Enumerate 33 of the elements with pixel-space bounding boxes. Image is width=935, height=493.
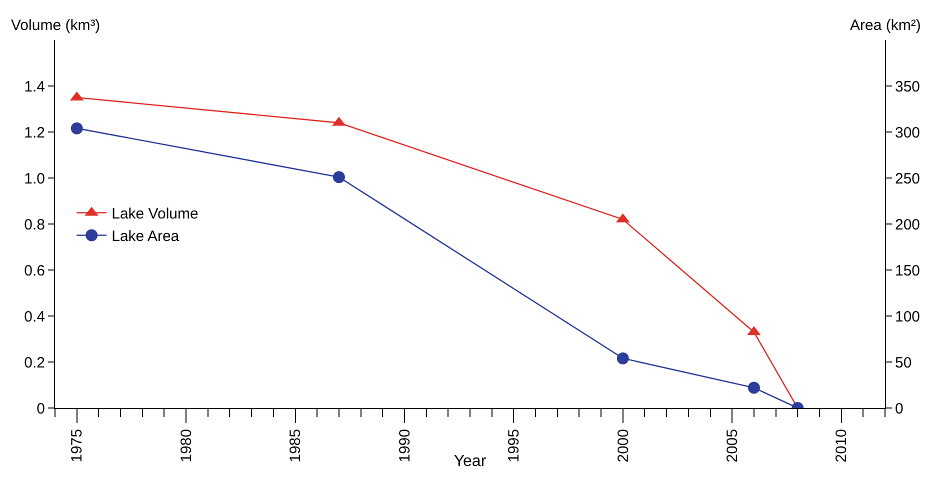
y-axis-title: Volume (km³): [11, 17, 100, 34]
y2-tick-label: 100: [895, 308, 920, 326]
x-tick-label: 2005: [724, 429, 741, 462]
x-tick-label: 2000: [614, 429, 632, 462]
y-tick-label: 0: [36, 400, 45, 418]
y-tick-label: 0.4: [24, 308, 45, 326]
y-tick-label: 0.2: [24, 354, 45, 372]
point: [332, 171, 345, 184]
legend-label: Lake Area: [112, 228, 180, 246]
y-tick-label: 1.4: [24, 78, 45, 96]
y-tick-label: 1.0: [24, 170, 45, 188]
y2-tick-label: 0: [895, 400, 904, 418]
y-tick-label: 0.6: [24, 262, 45, 280]
point: [70, 122, 83, 134]
y2-tick-label: 350: [895, 78, 920, 96]
y-tick-label: 1.2: [24, 124, 45, 142]
y2-tick-label: 300: [895, 124, 920, 142]
y2-tick-label: 50: [895, 354, 912, 372]
point: [616, 352, 629, 364]
y2-axis-title: Area (km²): [850, 17, 921, 34]
x-tick-label: 1995: [506, 429, 523, 462]
x-tick-label: 2010: [833, 429, 850, 462]
y2-tick-label: 150: [895, 262, 920, 280]
x-axis-title: Year: [454, 453, 487, 470]
point: [748, 382, 760, 394]
legend-label: Lake Volume: [112, 206, 198, 223]
y2-tick-label: 200: [895, 216, 920, 234]
y-tick-label: 0.8: [24, 216, 45, 234]
y2-tick-label: 250: [895, 170, 920, 188]
x-tick-label: 1980: [178, 429, 195, 462]
x-tick-label: 1985: [287, 429, 304, 462]
x-tick-label: 1975: [68, 429, 86, 462]
x-tick-label: 1990: [396, 429, 414, 462]
